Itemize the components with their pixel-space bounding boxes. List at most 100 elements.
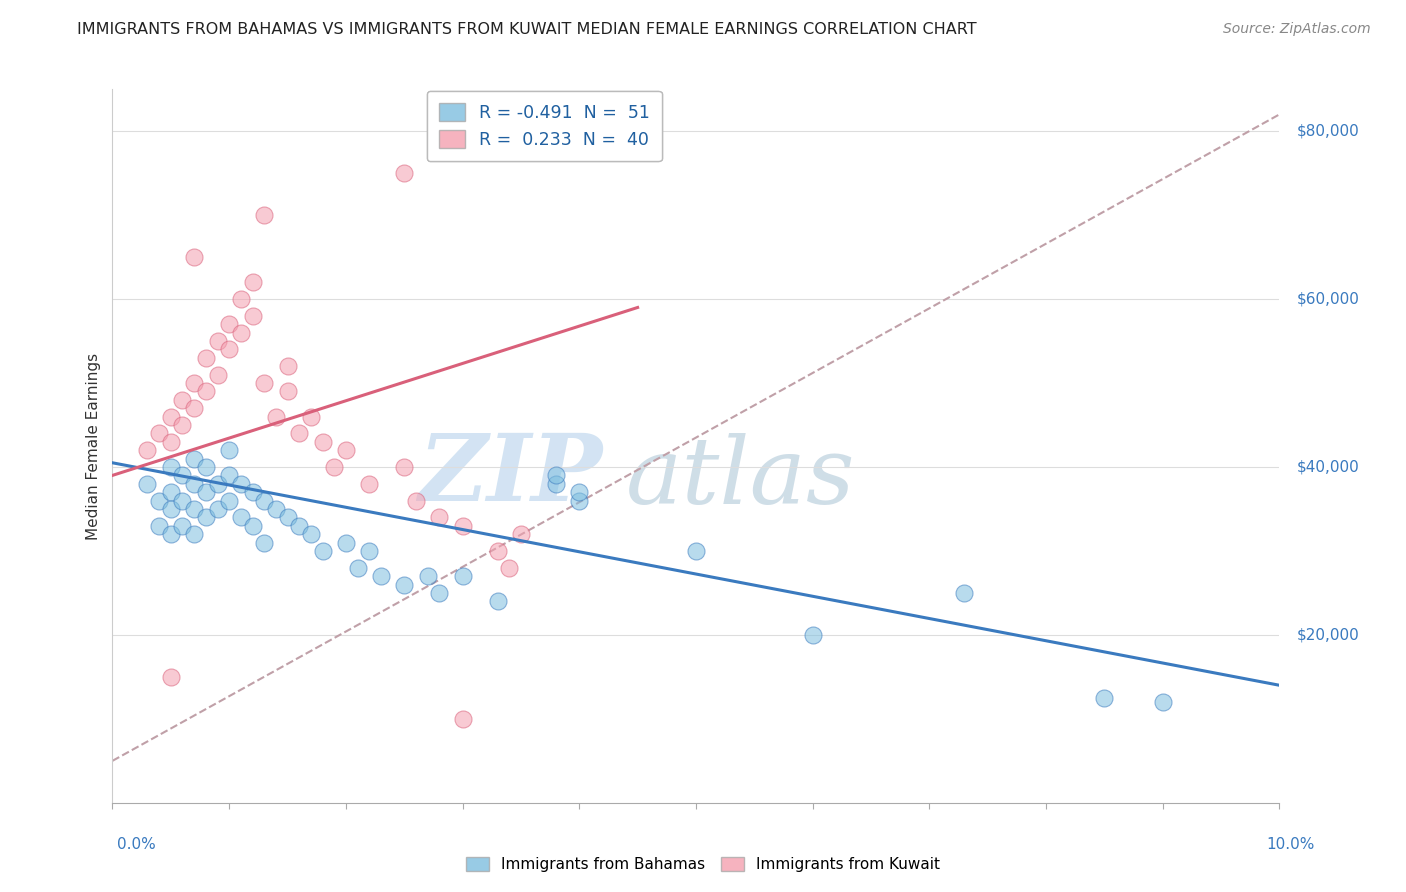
Point (136, 476, 159, 491)
Point (194, 384, 217, 399)
Point (1152, 695, 1174, 709)
Point (405, 493, 427, 508)
Point (242, 275, 264, 289)
Point (194, 351, 217, 365)
Point (194, 460, 217, 475)
Point (299, 409, 322, 424)
Point (264, 502, 287, 516)
Point (229, 510, 252, 524)
Point (276, 359, 298, 374)
Point (323, 460, 346, 475)
Point (276, 510, 298, 524)
Point (509, 527, 531, 541)
Point (160, 527, 183, 541)
Text: $80,000: $80,000 (1296, 124, 1360, 138)
Point (172, 493, 194, 508)
Point (183, 250, 205, 264)
Point (370, 569, 392, 583)
Text: $40,000: $40,000 (1296, 459, 1360, 475)
Point (568, 493, 591, 508)
Point (416, 569, 439, 583)
Point (427, 510, 450, 524)
Point (346, 560, 368, 574)
Point (486, 594, 509, 608)
Point (207, 476, 229, 491)
Point (218, 493, 240, 508)
Point (242, 309, 264, 323)
Point (394, 577, 416, 591)
Point (685, 544, 707, 558)
Point (264, 409, 287, 424)
Point (218, 468, 240, 483)
Text: ZIP: ZIP (419, 430, 603, 519)
Point (160, 670, 183, 684)
Point (253, 535, 276, 549)
Point (253, 208, 276, 222)
Point (183, 502, 205, 516)
Point (568, 485, 591, 500)
Point (172, 417, 194, 432)
Point (498, 560, 520, 574)
Point (311, 544, 333, 558)
Point (801, 628, 824, 642)
Point (451, 569, 474, 583)
Point (229, 292, 252, 306)
Point (394, 166, 416, 180)
Point (1094, 690, 1116, 705)
Point (451, 712, 474, 726)
Point (242, 485, 264, 500)
Point (299, 527, 322, 541)
Point (218, 318, 240, 332)
Point (288, 518, 311, 533)
Point (335, 535, 357, 549)
Point (218, 343, 240, 357)
Text: atlas: atlas (626, 434, 855, 523)
Point (136, 443, 159, 458)
Y-axis label: Median Female Earnings: Median Female Earnings (86, 352, 101, 540)
Point (148, 518, 170, 533)
Point (172, 392, 194, 407)
Point (335, 443, 357, 458)
Point (229, 326, 252, 340)
Point (229, 476, 252, 491)
Point (183, 476, 205, 491)
Point (160, 434, 183, 449)
Point (953, 586, 976, 600)
Point (172, 518, 194, 533)
Point (451, 518, 474, 533)
Point (148, 426, 170, 441)
Text: 10.0%: 10.0% (1267, 837, 1315, 852)
Point (183, 451, 205, 466)
Text: IMMIGRANTS FROM BAHAMAS VS IMMIGRANTS FROM KUWAIT MEDIAN FEMALE EARNINGS CORRELA: IMMIGRANTS FROM BAHAMAS VS IMMIGRANTS FR… (77, 22, 977, 37)
Legend: Immigrants from Bahamas, Immigrants from Kuwait: Immigrants from Bahamas, Immigrants from… (458, 849, 948, 880)
Point (359, 476, 381, 491)
Point (183, 527, 205, 541)
Point (207, 334, 229, 348)
Point (427, 586, 450, 600)
Point (276, 384, 298, 399)
Point (160, 460, 183, 475)
Text: $20,000: $20,000 (1296, 627, 1360, 642)
Text: $60,000: $60,000 (1296, 292, 1360, 307)
Point (183, 401, 205, 416)
Point (160, 485, 183, 500)
Legend: R = -0.491  N =  51, R =  0.233  N =  40: R = -0.491 N = 51, R = 0.233 N = 40 (426, 91, 662, 161)
Point (194, 485, 217, 500)
Point (242, 518, 264, 533)
Point (544, 476, 567, 491)
Point (253, 493, 276, 508)
Text: Source: ZipAtlas.com: Source: ZipAtlas.com (1223, 22, 1371, 37)
Text: 0.0%: 0.0% (117, 837, 156, 852)
Point (218, 443, 240, 458)
Point (194, 510, 217, 524)
Point (359, 544, 381, 558)
Point (288, 426, 311, 441)
Point (183, 376, 205, 390)
Point (486, 544, 509, 558)
Point (394, 460, 416, 475)
Point (148, 493, 170, 508)
Point (172, 468, 194, 483)
Point (544, 468, 567, 483)
Point (207, 502, 229, 516)
Point (207, 368, 229, 382)
